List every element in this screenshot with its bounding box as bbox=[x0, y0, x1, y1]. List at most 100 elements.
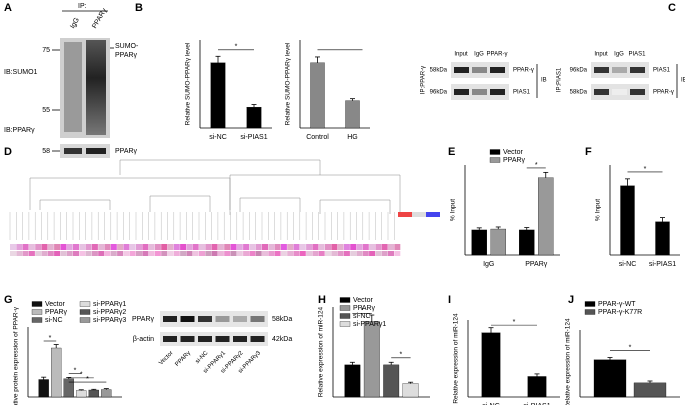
heat-cell bbox=[199, 251, 205, 256]
color-key bbox=[412, 212, 426, 217]
heat-cell bbox=[129, 244, 136, 250]
heat-cell bbox=[350, 244, 357, 250]
band bbox=[64, 148, 82, 154]
heat-cell bbox=[110, 251, 117, 256]
heat-cell bbox=[117, 244, 124, 250]
heat-cell bbox=[325, 244, 331, 250]
ip-label: IP: bbox=[78, 3, 87, 10]
significance-star: * bbox=[361, 307, 364, 314]
heat-cell bbox=[293, 244, 300, 250]
x-tick-label: PPARγ bbox=[525, 261, 548, 268]
heat-cell bbox=[66, 251, 73, 256]
heat-cell bbox=[136, 244, 142, 250]
significance-star: * bbox=[49, 335, 52, 342]
significance-star: * bbox=[80, 372, 83, 379]
heat-cell bbox=[243, 251, 250, 256]
significance-star: * bbox=[513, 319, 516, 326]
bar bbox=[310, 62, 325, 129]
y-axis-label: Relative SUMO-PPARγ level bbox=[185, 42, 192, 125]
size-label: 42kDa bbox=[272, 336, 292, 343]
heat-cell bbox=[148, 251, 155, 256]
band bbox=[198, 316, 212, 322]
panel-label: E bbox=[448, 146, 455, 158]
x-tick-label: si-NC bbox=[209, 134, 227, 141]
heat-cell bbox=[205, 251, 212, 256]
lane-label: PIAS1 bbox=[628, 52, 646, 58]
heat-cell bbox=[142, 251, 149, 256]
band-label: PPAR-γ bbox=[653, 90, 674, 96]
heat-cell bbox=[85, 244, 92, 250]
heat-cell bbox=[167, 244, 174, 250]
panel-label: H bbox=[318, 294, 326, 306]
heat-cell bbox=[224, 244, 231, 250]
significance-star: * bbox=[535, 162, 538, 169]
legend-swatch bbox=[339, 321, 351, 327]
lane-label: IgG bbox=[474, 52, 484, 58]
heat-cell bbox=[60, 251, 67, 256]
heat-cell bbox=[268, 251, 275, 256]
legend-swatch bbox=[31, 317, 43, 323]
size-label: 96kDa bbox=[430, 90, 448, 96]
significance-star: * bbox=[235, 44, 238, 51]
heat-cell bbox=[274, 251, 281, 256]
marker: 58 bbox=[42, 148, 50, 155]
heat-cell bbox=[268, 244, 275, 250]
bar bbox=[633, 382, 667, 398]
heat-cell bbox=[60, 244, 67, 250]
band-label: PIAS1 bbox=[653, 68, 671, 74]
y-axis-label: Relative expression of miR-124 bbox=[318, 306, 325, 397]
heat-cell bbox=[236, 251, 243, 256]
legend-label: si-PPARγ1 bbox=[93, 301, 126, 308]
heat-cell bbox=[230, 244, 237, 250]
heat-cell bbox=[117, 251, 124, 256]
heat-cell bbox=[22, 244, 29, 250]
x-tick-label: HG bbox=[347, 134, 358, 141]
legend-label: PPAR-γ-WT bbox=[598, 301, 636, 308]
heat-cell bbox=[381, 251, 388, 256]
heat-cell bbox=[255, 244, 262, 250]
band bbox=[215, 336, 230, 342]
heat-cell bbox=[28, 244, 35, 250]
size-label: 96kDa bbox=[570, 68, 588, 74]
heat-cell bbox=[91, 251, 98, 256]
heat-cell bbox=[192, 251, 199, 256]
bar bbox=[51, 347, 62, 398]
legend-swatch bbox=[489, 157, 501, 163]
lane-label: PPARγ bbox=[174, 350, 192, 368]
heat-cell bbox=[343, 251, 350, 256]
lane-label: PPAR-γ bbox=[487, 52, 508, 58]
heat-cell bbox=[249, 251, 256, 256]
heat-cell bbox=[73, 251, 79, 256]
panel-label: G bbox=[4, 294, 13, 306]
heat-cell bbox=[47, 244, 54, 250]
y-axis-label: Relative expression of miR-124 bbox=[453, 313, 460, 404]
heat-cell bbox=[180, 251, 187, 256]
band-label: PPARγ bbox=[115, 148, 138, 155]
band-label: SUMO- bbox=[115, 43, 139, 50]
heat-cell bbox=[35, 251, 42, 256]
heat-cell bbox=[173, 251, 180, 256]
heat-cell bbox=[325, 251, 331, 256]
heat-cell bbox=[262, 244, 268, 250]
heat-cell bbox=[388, 244, 394, 250]
heat-cell bbox=[123, 244, 130, 250]
y-axis-label: Relative SUMO-PPARγ level bbox=[285, 42, 292, 125]
bar bbox=[402, 383, 419, 398]
legend-swatch bbox=[584, 301, 596, 307]
band-label: PIAS1 bbox=[513, 90, 531, 96]
band bbox=[180, 316, 195, 322]
heat-cell bbox=[356, 244, 363, 250]
bar bbox=[38, 379, 49, 398]
legend-label: PPARγ bbox=[503, 157, 526, 164]
legend-swatch bbox=[79, 309, 91, 315]
heat-cell bbox=[217, 251, 224, 256]
band bbox=[490, 67, 505, 73]
size-label: 58kDa bbox=[272, 316, 292, 323]
marker: 55 bbox=[42, 107, 50, 114]
bar bbox=[88, 389, 99, 398]
bar bbox=[210, 62, 226, 129]
y-axis-label: Relative protein expression of PPAR-γ bbox=[13, 306, 20, 405]
heat-cell bbox=[104, 251, 111, 256]
bar bbox=[383, 364, 400, 398]
